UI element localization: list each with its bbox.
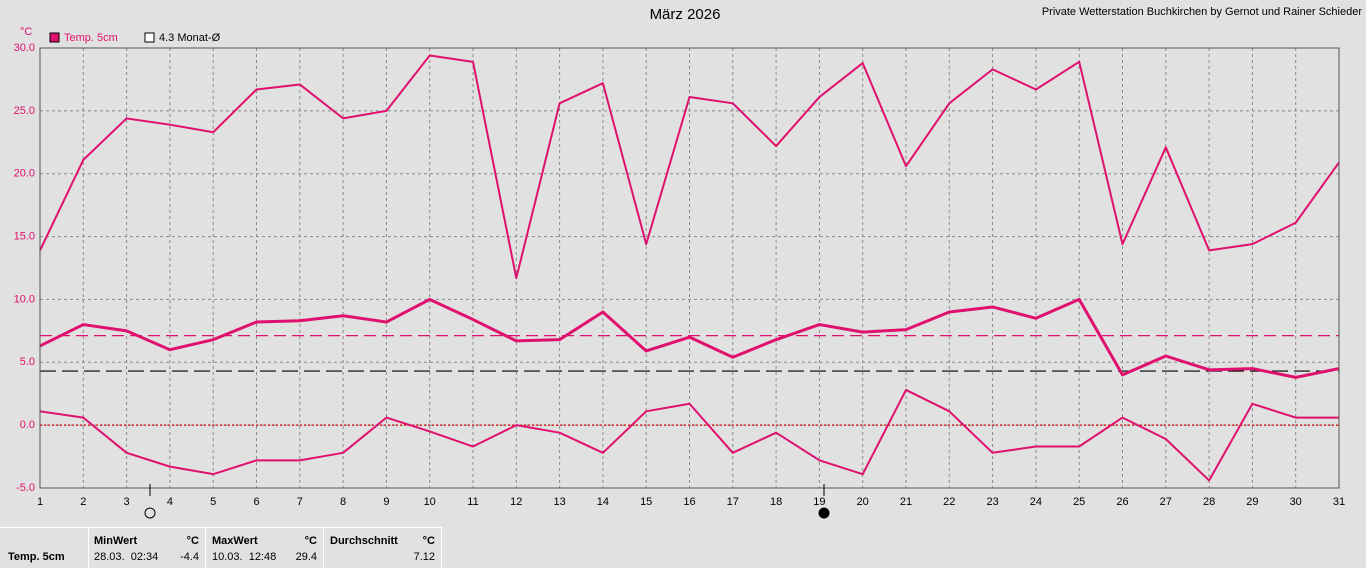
labels-layer: -5.00.05.010.015.020.025.030.01 2 3 4 5 6 7 8 9 1… bbox=[14, 32, 1346, 508]
y-tick-label: 5.0 bbox=[20, 356, 35, 368]
x-tick-label: 26 bbox=[1116, 496, 1128, 508]
x-tick-label: 13 bbox=[553, 496, 565, 508]
x-tick-label: 9 bbox=[383, 496, 389, 508]
legend-label: Temp. 5cm bbox=[64, 32, 118, 44]
time: 28.03. 02:34 bbox=[94, 551, 158, 563]
reference-layer bbox=[40, 335, 1339, 426]
series-line bbox=[39, 297, 1340, 379]
x-tick-label: 5 bbox=[210, 496, 216, 508]
x-tick-label: 4 bbox=[167, 496, 173, 508]
table-background bbox=[0, 527, 1366, 568]
value: 29.4 bbox=[296, 551, 317, 563]
column-unit: °C bbox=[187, 535, 199, 547]
x-tick-label: 7 bbox=[297, 496, 303, 508]
legend-swatch bbox=[144, 32, 155, 43]
x-tick-label: 28 bbox=[1203, 496, 1215, 508]
x-tick-label: 29 bbox=[1246, 496, 1258, 508]
column-unit: °C bbox=[305, 535, 317, 547]
x-tick-label: 11 bbox=[467, 496, 478, 508]
x-tick-label: 25 bbox=[1073, 496, 1085, 508]
x-tick-label: 8 bbox=[340, 496, 346, 508]
y-tick-label: 15.0 bbox=[14, 230, 35, 242]
stats-table: Temp. 5cm MinWert °C 28.03. 02:34 -4.4 M… bbox=[0, 527, 1366, 568]
y-unit: °C bbox=[20, 26, 32, 38]
x-tick-label: 21 bbox=[900, 496, 912, 508]
x-tick-label: 1 bbox=[37, 496, 43, 508]
x-tick-label: 16 bbox=[683, 496, 695, 508]
x-tick-label: 20 bbox=[857, 496, 869, 508]
grid-layer bbox=[39, 47, 1340, 489]
x-tick-label: 22 bbox=[943, 496, 955, 508]
chart-title: März 2026 bbox=[650, 6, 721, 23]
y-tick-label: 10.0 bbox=[14, 293, 35, 305]
legend-label: 4.3 Monat-Ø bbox=[159, 32, 221, 44]
column-header: MinWert bbox=[94, 535, 138, 547]
lines-layer bbox=[39, 54, 1340, 482]
series-line bbox=[39, 54, 1340, 280]
full-moon bbox=[144, 507, 156, 519]
y-tick-label: 25.0 bbox=[14, 105, 35, 117]
x-tick-label: 24 bbox=[1030, 496, 1042, 508]
x-tick-label: 3 bbox=[124, 496, 130, 508]
x-tick-label: 19 bbox=[813, 496, 825, 508]
new-moon bbox=[818, 507, 830, 519]
value: 7.12 bbox=[414, 551, 435, 563]
value: -4.4 bbox=[180, 551, 199, 563]
legend-swatch bbox=[49, 32, 60, 43]
x-tick-label: 2 bbox=[80, 496, 86, 508]
x-tick-label: 17 bbox=[727, 496, 739, 508]
x-tick-label: 30 bbox=[1290, 496, 1302, 508]
x-tick-label: 31 bbox=[1333, 496, 1345, 508]
x-tick-label: 15 bbox=[640, 496, 652, 508]
x-tick-label: 18 bbox=[770, 496, 782, 508]
y-tick-label: 30.0 bbox=[14, 42, 35, 54]
series-line bbox=[39, 388, 1339, 482]
column-header: MaxWert bbox=[212, 535, 258, 547]
y-tick-label: 20.0 bbox=[14, 168, 35, 180]
column-unit: °C bbox=[423, 535, 435, 547]
row-label: Temp. 5cm bbox=[8, 551, 65, 563]
x-tick-label: 23 bbox=[986, 496, 998, 508]
x-tick-label: 12 bbox=[510, 496, 522, 508]
x-tick-label: 10 bbox=[424, 496, 436, 508]
x-tick-label: 14 bbox=[597, 496, 609, 508]
y-tick-label: 0.0 bbox=[20, 419, 35, 431]
column-header: Durchschnitt bbox=[330, 535, 398, 547]
y-tick-label: -5.0 bbox=[16, 482, 35, 494]
plot-frame bbox=[39, 47, 1340, 489]
x-tick-label: 6 bbox=[253, 496, 259, 508]
time: 10.03. 12:48 bbox=[212, 551, 276, 563]
credit: Private Wetterstation Buchkirchen by Ger… bbox=[1042, 6, 1363, 18]
x-tick-label: 27 bbox=[1160, 496, 1172, 508]
